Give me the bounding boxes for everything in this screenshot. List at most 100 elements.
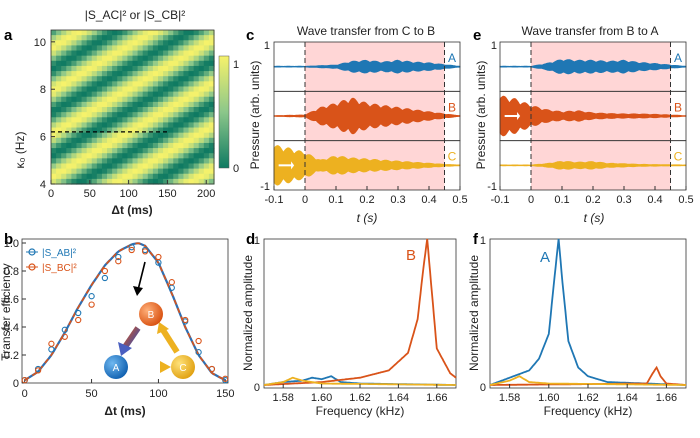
heatmap-cell bbox=[117, 173, 123, 180]
heatmap-cell bbox=[112, 55, 118, 62]
colorbar-tick-min: 0 bbox=[233, 163, 239, 175]
heatmap-cell bbox=[183, 137, 190, 144]
heatmap-cell bbox=[208, 158, 215, 165]
panel-a-ylabel: κ₀ (Hz) bbox=[13, 132, 27, 169]
heatmap-cell bbox=[183, 148, 190, 154]
heatmap-cell bbox=[112, 148, 118, 154]
channel-label-A: A bbox=[448, 51, 456, 65]
heatmap-cell bbox=[132, 60, 139, 67]
heatmap-cell bbox=[152, 40, 159, 46]
heatmap-cell bbox=[61, 117, 67, 123]
heatmap-cell bbox=[198, 45, 205, 52]
heatmap-cell bbox=[61, 60, 67, 67]
heatmap-cell bbox=[198, 173, 205, 180]
heatmap-cell bbox=[61, 132, 67, 139]
heatmap-cell bbox=[112, 30, 118, 36]
heatmap-cell bbox=[147, 91, 154, 98]
heatmap-cell bbox=[51, 142, 57, 149]
point-sab bbox=[101, 274, 109, 282]
heatmap-cell bbox=[137, 148, 144, 154]
heatmap-cell bbox=[208, 55, 215, 62]
heatmap-cell bbox=[101, 30, 108, 36]
heatmap-cell bbox=[157, 158, 164, 165]
xtick-label: 1.60 bbox=[538, 392, 559, 404]
heatmap-cell bbox=[112, 173, 118, 180]
heatmap-cell bbox=[96, 86, 103, 93]
panel-a-yticks: 4 6 8 10 bbox=[34, 37, 55, 191]
heatmap-cell bbox=[168, 86, 174, 93]
heatmap-cell bbox=[71, 86, 78, 93]
heatmap-cell bbox=[178, 96, 185, 103]
heatmap-cell bbox=[76, 107, 83, 113]
heatmap-cell bbox=[132, 112, 139, 118]
heatmap-cell bbox=[107, 65, 113, 72]
heatmap-cell bbox=[173, 163, 179, 170]
heatmap-cell bbox=[188, 153, 195, 159]
heatmap-cell bbox=[96, 71, 103, 77]
heatmap-cell bbox=[183, 60, 190, 67]
heatmap-cell bbox=[91, 50, 98, 57]
heatmap-cell bbox=[132, 96, 139, 103]
heatmap-cell bbox=[112, 101, 118, 108]
panel-c-title: Wave transfer from C to B bbox=[297, 24, 435, 38]
heatmap-cell bbox=[86, 148, 93, 154]
heatmap-cell bbox=[66, 107, 72, 113]
heatmap-cell bbox=[132, 153, 139, 159]
heatmap-cell bbox=[198, 122, 205, 129]
heatmap-cell bbox=[168, 50, 174, 57]
heatmap-cell bbox=[107, 153, 113, 159]
heatmap-cell bbox=[81, 173, 88, 180]
ytick-label: 0.2 bbox=[4, 350, 19, 362]
heatmap-cell bbox=[66, 65, 72, 72]
heatmap-cell bbox=[91, 163, 98, 170]
heatmap-cell bbox=[81, 122, 88, 129]
node-b-label: B bbox=[148, 310, 155, 321]
heatmap-cell bbox=[183, 45, 190, 52]
heatmap-cell bbox=[107, 142, 113, 149]
heatmap-cell bbox=[178, 137, 185, 144]
xtick-label: 0.3 bbox=[616, 194, 631, 206]
heatmap-cell bbox=[157, 178, 164, 185]
heatmap-cell bbox=[112, 137, 118, 144]
heatmap-cell bbox=[152, 96, 159, 103]
heatmap-cell bbox=[198, 158, 205, 165]
heatmap-cell bbox=[127, 40, 134, 46]
heatmap-cell bbox=[71, 148, 78, 154]
heatmap-cell bbox=[168, 117, 174, 123]
panel-b-ylabel: Transfer efficiency bbox=[0, 263, 13, 360]
heatmap-cell bbox=[203, 71, 210, 77]
heatmap-cell bbox=[127, 178, 134, 185]
heatmap-cell bbox=[56, 163, 62, 170]
heatmap-cell bbox=[137, 178, 144, 185]
ytick-label: 0.4 bbox=[4, 322, 19, 334]
heatmap-cell bbox=[56, 91, 62, 98]
heatmap-cell bbox=[86, 35, 93, 41]
panel-letter-a: a bbox=[4, 27, 13, 44]
heatmap-cell bbox=[208, 117, 215, 123]
panel-e-title: Wave transfer from B to A bbox=[522, 24, 659, 38]
heatmap-cell bbox=[183, 178, 190, 185]
heatmap-cell bbox=[163, 65, 169, 72]
heatmap-cell bbox=[56, 107, 62, 113]
heatmap-cell bbox=[157, 112, 164, 118]
heatmap-cell bbox=[71, 40, 78, 46]
heatmap-cell bbox=[178, 76, 185, 82]
heatmap-cell bbox=[208, 65, 215, 72]
heatmap-cell bbox=[193, 65, 200, 72]
heatmap-cell bbox=[208, 153, 215, 159]
heatmap-cell bbox=[163, 76, 169, 82]
heatmap-cell bbox=[163, 40, 169, 46]
heatmap-cell bbox=[112, 65, 118, 72]
heatmap-cell bbox=[76, 96, 83, 103]
heatmap-cell bbox=[168, 122, 174, 129]
heatmap-cell bbox=[152, 91, 159, 98]
heatmap-cell bbox=[101, 168, 108, 175]
heatmap-cell bbox=[107, 107, 113, 113]
heatmap-cell bbox=[142, 45, 149, 52]
heatmap-cell bbox=[96, 137, 103, 144]
heatmap-cell bbox=[193, 112, 200, 118]
heatmap-cell bbox=[157, 60, 164, 67]
heatmap-cell bbox=[157, 96, 164, 103]
heatmap-cell bbox=[71, 91, 78, 98]
heatmap-cell bbox=[91, 76, 98, 82]
